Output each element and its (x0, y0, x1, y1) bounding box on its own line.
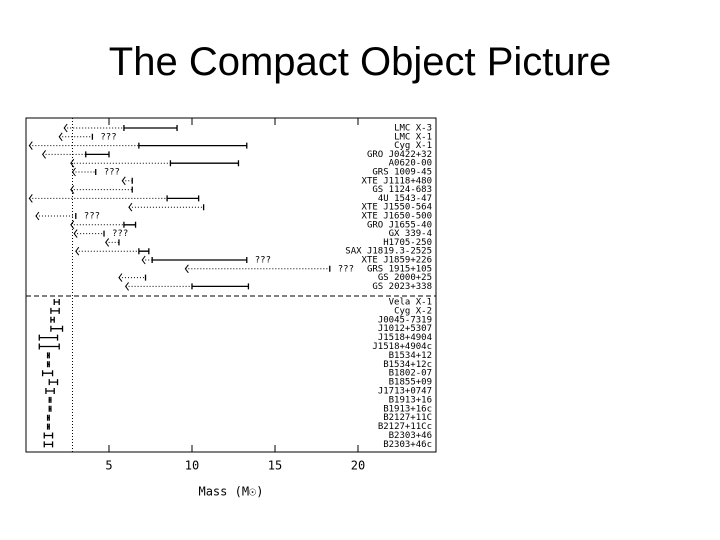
object-label: XTE J1550-564 (362, 203, 432, 213)
mass-range (41, 370, 54, 377)
object-label: XTE J1118+480 (362, 176, 432, 186)
mass-range (46, 361, 50, 368)
object-label: XTE J1859+226 (362, 256, 432, 266)
object-label: J1012+5307 (378, 324, 432, 334)
mass-range (48, 379, 59, 386)
object-label: A0620-00 (389, 159, 432, 169)
object-label: B1913+16 (389, 395, 432, 405)
mass-range (50, 316, 55, 323)
object-label: GX 339-4 (389, 229, 432, 239)
mass-range (138, 142, 248, 149)
mass-range (166, 195, 200, 202)
object-label: J1518+4904 (378, 333, 432, 343)
mass-range (123, 125, 178, 131)
plot-frame (25, 117, 437, 453)
mass-range (50, 325, 64, 332)
lower-limit-arrow (73, 229, 78, 238)
x-tick-label: 15 (268, 459, 282, 473)
lower-limit-arrow (70, 185, 75, 194)
lower-limit-arrow (28, 141, 33, 150)
mass-range (85, 151, 110, 158)
slide-title: The Compact Object Picture (108, 40, 612, 84)
note: ??? (84, 212, 100, 222)
lower-limit-arrow (141, 255, 146, 265)
note: ??? (338, 264, 354, 274)
mass-range (43, 441, 54, 448)
lower-limit-arrow (184, 264, 189, 274)
object-label: Cyg X-2 (394, 306, 432, 316)
object-label: GRO J0422+32 (367, 150, 432, 160)
note: ??? (255, 256, 271, 266)
lower-limit-arrow (121, 176, 126, 186)
object-label: B2303+46c (383, 440, 432, 450)
lower-limit-arrow (75, 246, 80, 256)
mass-range (138, 248, 150, 255)
object-label: B1802-07 (389, 369, 432, 379)
object-label: B2127+11C (383, 413, 432, 423)
object-label: GRS 1009-45 (372, 168, 432, 178)
lower-limit-arrow (58, 132, 63, 142)
mass-range (43, 432, 54, 439)
object-label: GRO J1655-40 (367, 220, 432, 230)
lower-limit-arrow (128, 202, 133, 212)
mass-range (48, 405, 52, 412)
mass-range (151, 257, 248, 263)
lower-limit-arrow (41, 150, 46, 159)
object-label: GRS 1915+105 (367, 264, 432, 274)
mass-range (123, 221, 137, 228)
note: ??? (100, 132, 116, 142)
mass-range (46, 423, 50, 430)
mass-range (46, 414, 50, 421)
x-axis-label: Mass (M☉) (198, 485, 263, 499)
lower-limit-arrow (118, 273, 123, 282)
mass-range (38, 343, 60, 350)
lower-limit-arrow (124, 282, 129, 291)
object-label: B2303+46 (389, 431, 432, 441)
object-label: H1705-250 (383, 238, 432, 248)
object-label: GS 2000+25 (378, 273, 432, 283)
mass-range (53, 299, 60, 305)
object-label: J0045-7319 (378, 315, 432, 325)
object-label: B1534+12c (383, 360, 432, 370)
object-label: XTE J1650-500 (362, 212, 432, 222)
note: ??? (104, 168, 120, 178)
lower-limit-arrow (105, 238, 110, 247)
mass-range (46, 352, 50, 359)
lower-limit-arrow (71, 167, 76, 177)
object-label: 4U 1543-47 (378, 194, 432, 204)
mass-range (48, 396, 52, 403)
object-label: B1913+16c (383, 404, 432, 414)
mass-range (191, 283, 250, 290)
object-label: SAX J1819.3-2525 (345, 247, 432, 257)
object-label: B1534+12 (389, 351, 432, 361)
mass-range (45, 388, 55, 394)
mass-range (50, 307, 60, 314)
lower-limit-arrow (70, 220, 75, 230)
x-tick-label: 10 (185, 459, 199, 473)
x-tick-label: 5 (105, 459, 112, 473)
x-tick-label: 20 (351, 459, 365, 473)
object-label: GS 1124-683 (372, 185, 432, 195)
object-label: LMC X-3 (394, 124, 432, 134)
lower-limit-arrow (35, 211, 40, 221)
object-label: J1518+4904c (372, 342, 432, 352)
object-label: B2127+11Cc (378, 422, 432, 432)
lower-limit-arrow (63, 123, 68, 133)
mass-range (38, 334, 59, 341)
lower-limit-arrow (28, 194, 33, 203)
mass-range (169, 160, 240, 167)
lower-limit-arrow (70, 158, 75, 168)
note: ??? (112, 229, 128, 239)
object-label: Cyg X-1 (394, 141, 432, 151)
object-label: LMC X-1 (394, 132, 432, 142)
object-label: B1855+09 (389, 378, 432, 388)
object-label: J1713+0747 (378, 387, 432, 397)
object-label: GS 2023+338 (372, 282, 432, 292)
object-label: Vela X-1 (389, 298, 432, 308)
